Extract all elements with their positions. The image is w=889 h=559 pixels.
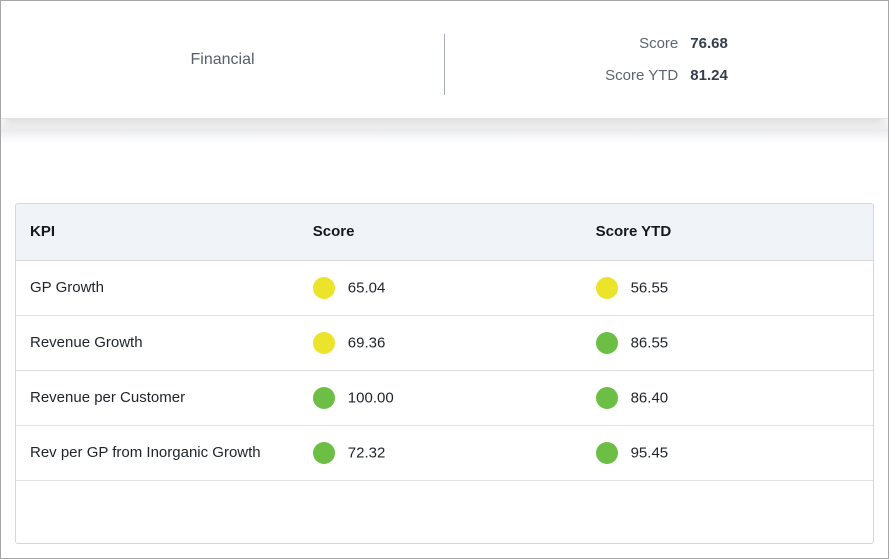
- category-title: Financial: [190, 50, 255, 68]
- content-area: KPI Score Score YTD GP Growth 65.04 56.5…: [1, 144, 888, 544]
- score-cell: 65.04: [299, 260, 582, 315]
- score-ytd-label: Score YTD: [605, 67, 679, 84]
- score-ytd-cell: 86.55: [582, 315, 873, 370]
- score-ytd-cell-value: 86.40: [630, 389, 669, 406]
- score-cell-value: 65.04: [347, 279, 386, 296]
- score-summary-block: Score 76.68 Score YTD 81.24: [605, 35, 728, 84]
- category-section: Financial: [1, 1, 444, 118]
- kpi-name: GP Growth: [30, 279, 104, 296]
- column-header-kpi: KPI: [16, 204, 299, 261]
- kpi-table-header-row: KPI Score Score YTD: [16, 204, 873, 261]
- score-ytd-cell-value: 95.45: [630, 444, 669, 461]
- kpi-name: Revenue Growth: [30, 334, 143, 351]
- score-status-dot: [312, 441, 335, 464]
- score-ytd-cell-value: 86.55: [630, 334, 669, 351]
- kpi-table-card: KPI Score Score YTD GP Growth 65.04 56.5…: [15, 203, 874, 544]
- score-ytd-status-dot: [595, 276, 618, 299]
- score-cell: 100.00: [299, 370, 582, 425]
- header-shadow-band: [1, 119, 888, 144]
- score-ytd-cell-value: 56.55: [630, 279, 669, 296]
- score-status-dot: [312, 386, 335, 409]
- score-cell-value: 69.36: [347, 334, 386, 351]
- table-row[interactable]: Rev per GP from Inorganic Growth 72.32 9…: [16, 425, 873, 480]
- score-summary-section: Score 76.68 Score YTD 81.24: [445, 1, 888, 118]
- table-row[interactable]: Revenue Growth 69.36 86.55: [16, 315, 873, 370]
- score-status-dot: [312, 276, 335, 299]
- score-ytd-status-dot: [595, 441, 618, 464]
- score-cell-value: 100.00: [347, 389, 394, 406]
- kpi-table-head: KPI Score Score YTD: [16, 204, 873, 261]
- score-ytd-cell: 95.45: [582, 425, 873, 480]
- score-ytd-status-dot: [595, 331, 618, 354]
- table-row[interactable]: GP Growth 65.04 56.55: [16, 260, 873, 315]
- kpi-name: Revenue per Customer: [30, 389, 186, 406]
- summary-header: Financial Score 76.68 Score YTD 81.24: [1, 1, 888, 119]
- score-ytd-status-dot: [595, 386, 618, 409]
- kpi-table-body: GP Growth 65.04 56.55 Revenue Growth 69.…: [16, 260, 873, 480]
- score-status-dot: [312, 331, 335, 354]
- kpi-table: KPI Score Score YTD GP Growth 65.04 56.5…: [16, 204, 873, 481]
- score-value: 76.68: [690, 35, 728, 52]
- score-cell: 72.32: [299, 425, 582, 480]
- score-cell-value: 72.32: [347, 444, 386, 461]
- score-ytd-cell: 86.40: [582, 370, 873, 425]
- kpi-name: Rev per GP from Inorganic Growth: [30, 444, 261, 461]
- column-header-score: Score: [298, 204, 582, 261]
- score-label: Score: [639, 35, 679, 52]
- score-ytd-cell: 56.55: [582, 260, 873, 315]
- score-cell: 69.36: [299, 315, 582, 370]
- table-row[interactable]: Revenue per Customer 100.00 86.40: [16, 370, 873, 425]
- column-header-score-ytd: Score YTD: [581, 204, 873, 261]
- header-divider: [444, 34, 445, 95]
- score-ytd-value: 81.24: [690, 67, 728, 84]
